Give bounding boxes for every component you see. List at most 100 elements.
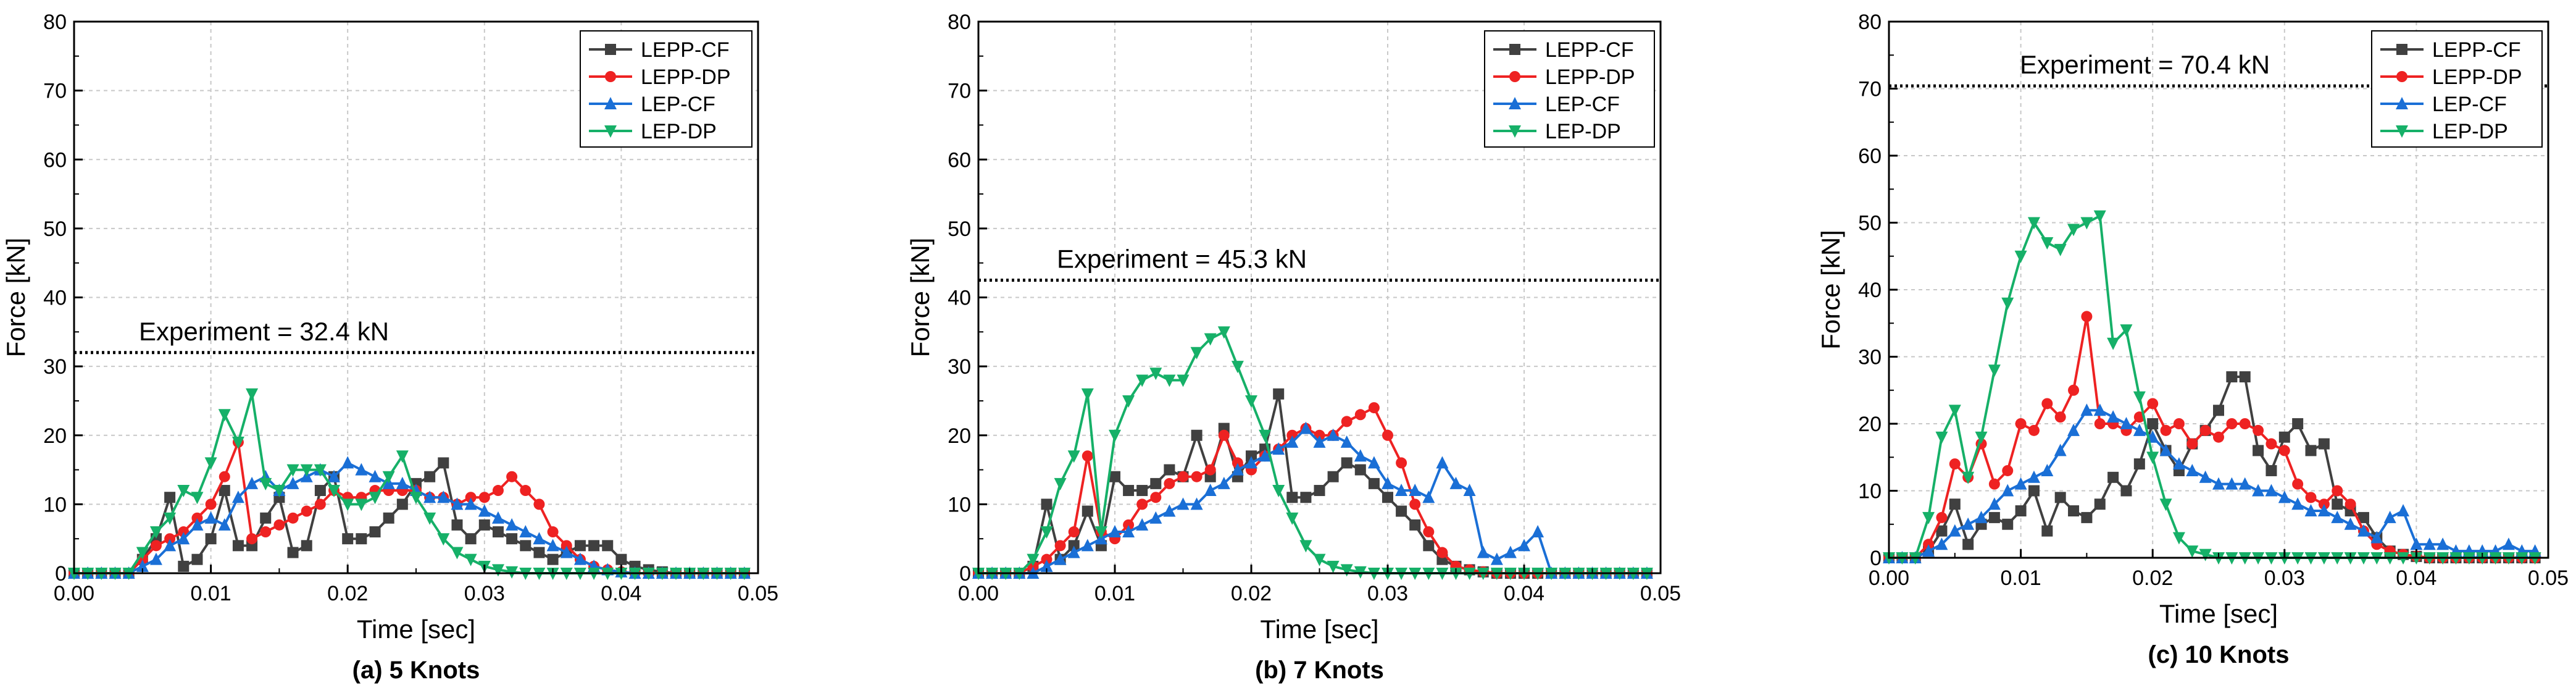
- legend-item-lepp-dp: LEPP-DP: [589, 65, 731, 89]
- data-point: [1149, 368, 1162, 381]
- data-point: [2265, 484, 2278, 497]
- data-point: [2054, 411, 2066, 423]
- data-point: [1054, 477, 1067, 490]
- data-point: [2160, 424, 2172, 436]
- data-point: [1935, 431, 1948, 444]
- x-tick-label: 0.00: [1869, 566, 1909, 590]
- data-point: [1150, 477, 1162, 489]
- data-point: [2133, 423, 2146, 436]
- data-point: [438, 457, 449, 469]
- data-point: [1300, 492, 1312, 503]
- data-point: [1177, 471, 1189, 482]
- data-point: [2370, 531, 2383, 544]
- data-point: [260, 526, 272, 538]
- data-point: [149, 552, 162, 565]
- data-point: [2225, 477, 2238, 490]
- data-point: [177, 532, 190, 545]
- data-point: [1082, 505, 1093, 517]
- data-point: [423, 512, 436, 525]
- y-tick-label: 40: [948, 287, 971, 310]
- legend-item-lep-dp: LEP-DP: [2380, 120, 2508, 143]
- y-axis-title: Force [kN]: [1, 238, 30, 358]
- legend-marker: [1509, 97, 1521, 109]
- data-point: [2028, 485, 2040, 497]
- data-point: [478, 519, 490, 531]
- data-point: [533, 498, 545, 510]
- data-point: [2041, 525, 2053, 537]
- data-point: [1136, 518, 1149, 531]
- data-point: [1949, 498, 1961, 510]
- data-point: [136, 547, 149, 560]
- data-point: [1040, 526, 1053, 539]
- legend-item-lepp-dp: LEPP-DP: [1493, 65, 1635, 89]
- data-point: [1436, 547, 1448, 558]
- x-tick-label: 0.04: [1504, 582, 1544, 605]
- y-tick-label: 50: [43, 217, 67, 241]
- legend-label: LEP-CF: [1545, 93, 1620, 116]
- data-point: [341, 456, 354, 469]
- data-point: [273, 485, 286, 498]
- legend-marker: [1509, 44, 1520, 55]
- legend-marker: [1509, 71, 1520, 82]
- data-point: [204, 457, 217, 470]
- data-point: [1367, 456, 1380, 469]
- data-point: [260, 512, 272, 524]
- data-point: [1354, 464, 1366, 476]
- data-point: [1368, 402, 1380, 414]
- data-point: [1232, 457, 1243, 469]
- data-point: [1382, 476, 1394, 489]
- x-tick-label: 0.00: [54, 582, 94, 605]
- y-tick-label: 0: [55, 562, 67, 586]
- y-tick-label: 70: [948, 80, 971, 103]
- data-point: [451, 497, 464, 510]
- data-point: [1123, 519, 1135, 531]
- x-tick-label: 0.03: [1367, 582, 1408, 605]
- data-point: [2226, 371, 2238, 383]
- x-axis-title: Time [sec]: [1260, 615, 1378, 644]
- data-point: [615, 553, 627, 565]
- data-point: [314, 498, 326, 510]
- data-point: [1395, 484, 1408, 497]
- data-point: [2041, 463, 2054, 476]
- series-lepp-cf: [1883, 371, 2541, 563]
- data-point: [191, 553, 203, 565]
- data-point: [2357, 511, 2369, 523]
- x-tick-label: 0.03: [2264, 566, 2305, 590]
- data-point: [1936, 511, 1948, 523]
- data-point: [2253, 424, 2264, 436]
- data-point: [1382, 492, 1393, 503]
- data-point: [1054, 540, 1066, 552]
- x-tick-label: 0.01: [1094, 582, 1135, 605]
- data-point: [2239, 371, 2251, 383]
- data-point: [1177, 497, 1190, 510]
- chart-panel-0: Experiment = 32.4 kN 0.00 0.01 0.02 0.03 0.04…: [1, 11, 778, 684]
- series-line-lep-dp: [1889, 214, 2535, 559]
- data-point: [506, 518, 519, 531]
- data-point: [1314, 485, 1325, 497]
- data-point: [2120, 485, 2132, 497]
- legend-marker: [605, 71, 616, 82]
- data-point: [2041, 237, 2054, 250]
- series-lep-cf: [972, 421, 1653, 579]
- legend-marker: [605, 44, 616, 55]
- data-point: [2186, 438, 2198, 450]
- data-point: [2001, 484, 2014, 497]
- data-point: [2015, 418, 2027, 429]
- data-point: [1054, 552, 1067, 565]
- data-point: [520, 485, 531, 497]
- legend-item-lepp-cf: LEPP-CF: [1493, 38, 1634, 62]
- data-point: [231, 436, 244, 449]
- data-point: [2015, 505, 2027, 517]
- data-point: [2265, 465, 2277, 476]
- y-tick-label: 30: [1858, 346, 1882, 369]
- data-point: [2068, 384, 2080, 396]
- data-point: [369, 526, 381, 538]
- data-point: [2159, 444, 2172, 456]
- data-point: [396, 476, 409, 489]
- data-point: [2212, 477, 2225, 490]
- legend-item-lep-cf: LEP-CF: [2380, 93, 2507, 116]
- data-point: [2397, 504, 2410, 517]
- data-point: [1150, 492, 1162, 503]
- data-point: [149, 526, 162, 539]
